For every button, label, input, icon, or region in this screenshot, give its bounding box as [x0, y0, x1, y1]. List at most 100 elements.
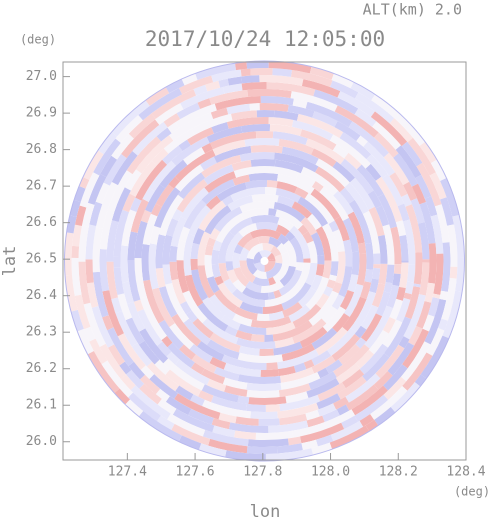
radar-cell [253, 251, 263, 265]
radar-cell [246, 243, 264, 260]
radar-cell [196, 341, 225, 362]
radar-cell [250, 411, 278, 420]
radar-cell [227, 195, 254, 211]
radar-cell [411, 183, 427, 205]
radar-cell [241, 81, 267, 91]
radar-cell [297, 224, 309, 236]
radar-cell [378, 263, 388, 285]
radar-cell [332, 229, 345, 253]
radar-cell [416, 301, 432, 329]
radar-cell [295, 262, 304, 272]
radar-cell [331, 334, 361, 362]
radar-cell [357, 242, 367, 254]
radar-cell [127, 259, 141, 302]
radar-cell [111, 187, 131, 222]
y-tick-label: 26.7 [26, 179, 57, 194]
radar-cell [364, 305, 394, 349]
radar-cell [239, 260, 256, 283]
radar-cell [204, 205, 232, 235]
radar-cell [383, 364, 408, 391]
x-axis-label: lon [250, 502, 281, 521]
radar-cell [260, 369, 279, 377]
radar-cell [294, 186, 309, 199]
radar-cell [241, 75, 260, 84]
radar-cell [162, 234, 173, 265]
radar-cell [253, 262, 265, 273]
radar-cell [151, 148, 169, 166]
radar-cell [89, 201, 103, 226]
radar-cell [389, 118, 414, 143]
radar-cell [330, 261, 339, 277]
radar-cell [437, 318, 448, 331]
radar-cell [126, 369, 145, 389]
radar-cell [364, 269, 374, 283]
radar-cell [83, 302, 106, 347]
radar-cell [277, 443, 303, 454]
radar-cell [235, 61, 248, 71]
radar-cell [359, 343, 389, 375]
radar-cell [311, 148, 337, 168]
radar-cell [290, 91, 338, 112]
radar-cell [206, 339, 240, 360]
radar-cell [321, 306, 338, 324]
radar-cell [220, 315, 241, 331]
radar-cell [215, 213, 244, 243]
radar-cell [87, 351, 120, 394]
radar-cell [205, 195, 221, 210]
radar-cell [403, 294, 426, 340]
radar-cell [278, 138, 314, 155]
radar-cell [99, 343, 127, 380]
radar-cell [225, 261, 234, 272]
radar-cell [342, 369, 365, 389]
radar-cell [386, 284, 400, 309]
radar-cell [259, 249, 272, 258]
radar-cell [334, 216, 350, 242]
radar-cell [216, 404, 251, 419]
radar-cell [307, 409, 356, 435]
radar-cell [452, 215, 465, 258]
radar-cell [78, 225, 89, 262]
radar-cell [138, 340, 160, 365]
radar-cell [279, 413, 308, 426]
radar-cell [239, 201, 275, 213]
radar-cell [356, 164, 384, 198]
radar-cell [275, 209, 304, 230]
radar-cell [280, 372, 321, 390]
radar-disk [64, 60, 465, 462]
radar-cell [242, 287, 269, 301]
radar-cell [127, 231, 138, 261]
radar-cell [203, 164, 234, 185]
radar-cell [273, 201, 306, 223]
radar-cell [166, 351, 180, 365]
radar-cell [238, 345, 260, 356]
radar-cell [275, 224, 290, 237]
x-tick-label: 128.4 [446, 465, 485, 480]
radar-cell [202, 399, 219, 412]
radar-cell [121, 209, 137, 247]
radar-cell [355, 349, 375, 369]
radar-cell [111, 133, 134, 160]
radar-cell [354, 394, 389, 422]
radar-cell [74, 186, 86, 203]
radar-cell [393, 153, 419, 187]
radar-cell [311, 180, 324, 193]
radar-cell [176, 179, 208, 213]
radar-cell [168, 176, 181, 189]
radar-cell [315, 326, 348, 356]
radar-cell [216, 182, 247, 202]
radar-cell [190, 242, 200, 259]
radar-cell [419, 202, 436, 244]
radar-cell [102, 290, 124, 337]
radar-cell [178, 311, 189, 323]
radar-cell [414, 374, 427, 387]
radar-cell [268, 117, 294, 127]
radar-cell [285, 391, 309, 404]
radar-cell [367, 190, 383, 209]
radar-cell [133, 299, 144, 312]
radar-cell [255, 430, 294, 440]
radar-cell [246, 446, 278, 455]
radar-cell [175, 164, 204, 192]
radar-cell [235, 330, 253, 341]
radar-cell [175, 103, 217, 128]
radar-cell [316, 393, 341, 410]
